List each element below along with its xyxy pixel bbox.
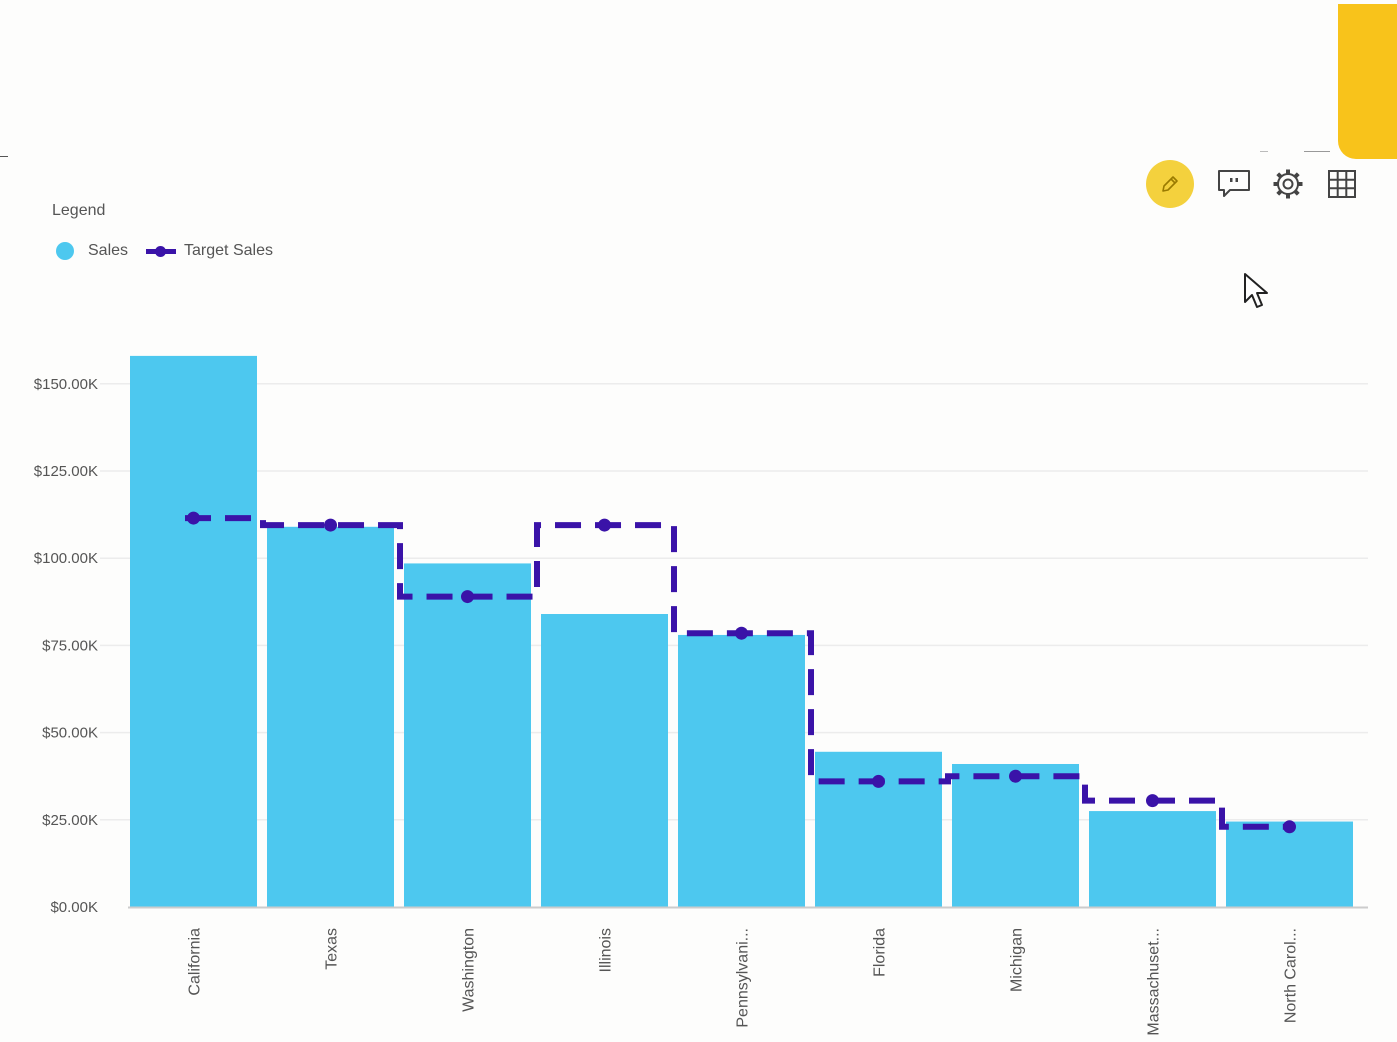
legend: Sales Target Sales [56,240,291,262]
target-point-0 [187,511,200,525]
legend-item-sales[interactable]: Sales [56,242,128,260]
target-point-1 [324,518,337,532]
edit-button[interactable] [1146,160,1194,208]
legend-title: Legend [52,202,106,219]
y-tick-label: $100.00K [34,550,98,567]
x-tick-label: California [187,928,204,996]
legend-item-target-sales[interactable]: Target Sales [146,242,273,260]
bar-8 [1226,821,1353,907]
x-tick-label: Texas [324,928,341,970]
table-button[interactable] [1322,166,1362,202]
mouse-cursor-icon [1244,273,1268,308]
x-tick-label: North Carol... [1283,928,1300,1023]
target-point-4 [735,626,748,640]
bar-0 [130,355,257,907]
y-tick-label: $25.00K [42,812,98,829]
table-icon [1328,170,1356,198]
bar-3 [541,614,668,907]
target-point-8 [1283,820,1296,834]
divider [1304,151,1330,152]
target-point-2 [461,590,474,604]
legend-label: Target Sales [184,242,273,259]
bar-7 [1089,811,1216,907]
corner-tab [1338,4,1397,159]
legend-marker [146,246,177,257]
x-tick-label: Washington [461,928,478,1012]
comment-button[interactable] [1214,166,1254,202]
divider [1260,151,1268,152]
y-tick-label: $75.00K [42,637,98,654]
y-tick-label: $50.00K [42,725,98,742]
y-tick-label: $125.00K [34,463,98,480]
target-point-6 [1009,769,1022,783]
x-tick-label: Pennsylvani... [735,928,752,1028]
y-tick-label: $0.00K [50,899,98,916]
x-tick-label: Michigan [1009,928,1026,992]
comment-icon [1218,170,1250,197]
target-point-7 [1146,794,1159,808]
legend-marker [56,242,74,260]
legend-label: Sales [88,242,129,259]
bar-4 [678,634,805,907]
x-tick-label: Massachuset... [1146,928,1163,1036]
pencil-icon [1162,176,1178,192]
bar-2 [404,563,531,907]
gear-icon [1273,169,1303,199]
y-tick-label: $150.00K [34,376,98,393]
x-tick-label: Illinois [598,928,615,972]
bar-1 [267,526,394,907]
x-tick-label: Florida [872,928,889,977]
bar-6 [952,763,1079,907]
target-point-3 [598,518,611,532]
divider [0,156,8,157]
settings-button[interactable] [1268,166,1308,202]
target-point-5 [872,774,885,788]
